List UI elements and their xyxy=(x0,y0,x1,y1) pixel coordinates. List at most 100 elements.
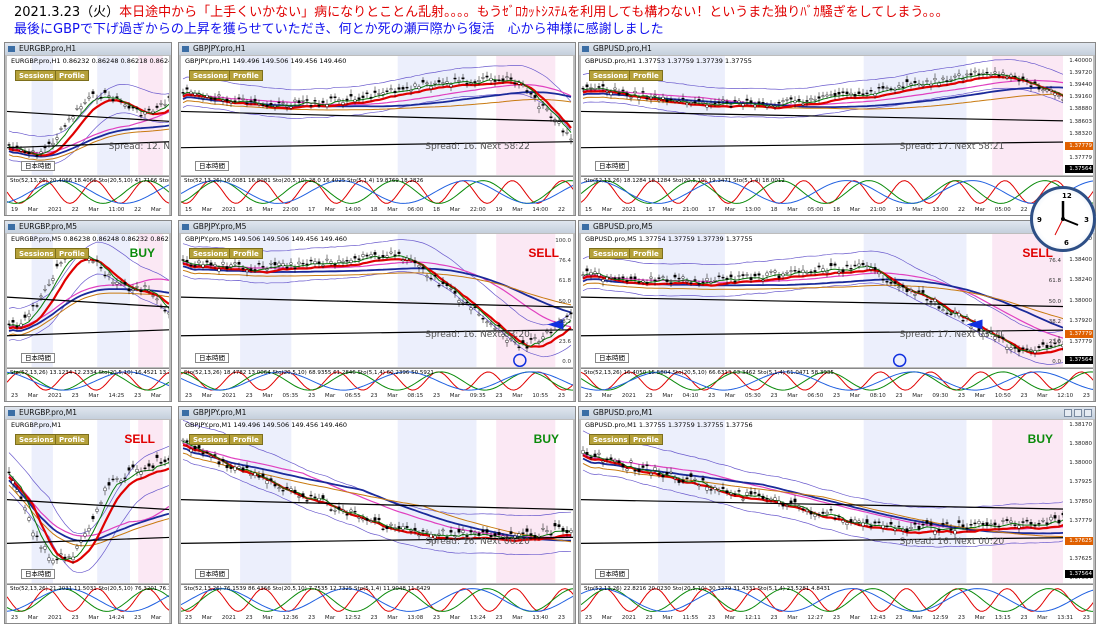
profile-button[interactable]: Profile xyxy=(229,70,263,81)
jp-time-label: 日本時間 xyxy=(195,569,229,579)
current-price-badge: 1.37564 xyxy=(1065,569,1093,578)
stochastic-panel[interactable]: Sto(52,13,26) 16.0081 16.8081 Sto(20,5,1… xyxy=(181,176,573,206)
sessions-button[interactable]: Sessions xyxy=(189,248,232,259)
jp-time-label: 日本時間 xyxy=(195,161,229,171)
stochastic-lines-svg xyxy=(181,180,573,204)
signal-label: BUY xyxy=(129,246,155,260)
price-tick: 1.38000 xyxy=(1069,297,1092,304)
time-axis: 19 Mar 2021 22 Mar 11:00 22 Mar 17:00 23… xyxy=(7,205,169,215)
stochastic-label: Sto(52,13,26) 20.4066 18.4066 Sto(20,5,1… xyxy=(10,178,169,184)
window-title-bar[interactable]: EURGBP.pro,M5 xyxy=(5,221,171,233)
stochastic-panel[interactable]: Sto(52,13,26) 13.1234 12.2334 Sto(20,5,1… xyxy=(7,368,169,392)
price-axis: 1.38170 1.38080 1.38000 1.37925 1.37850 1.377… xyxy=(1063,420,1093,583)
sessions-button[interactable]: Sessions xyxy=(589,434,632,445)
chart-window-3[interactable]: EURGBP.pro,M5 EURGBP.pro,M5 0.86238 0.862… xyxy=(4,220,172,402)
sessions-button[interactable]: Sessions xyxy=(589,248,632,259)
chart-window-2[interactable]: GBPUSD.pro,H1 GBPUSD.pro,H1 1.37753 1.377… xyxy=(578,42,1096,216)
sessions-button[interactable]: Sessions xyxy=(15,70,58,81)
stochastic-panel[interactable]: Sto(52,13,26) 20.4066 18.4066 Sto(20,5,1… xyxy=(7,176,169,206)
window-title-bar[interactable]: GBPUSD.pro,M5 xyxy=(579,221,1095,233)
maximize-icon[interactable] xyxy=(1074,409,1082,417)
chart-symbol-label: GBPUSD.pro,M5 1.37754 1.37759 1.37739 1.… xyxy=(585,235,753,243)
fib-level-label: 76.4 xyxy=(558,258,571,265)
price-chart-area[interactable]: GBPUSD.pro,M5 1.37754 1.37759 1.37739 1.… xyxy=(581,234,1093,367)
spread-countdown: Spread: 17. Next 03:21 xyxy=(899,329,1005,340)
window-title-bar[interactable]: GBPJPY.pro,H1 xyxy=(179,43,575,55)
price-series-svg xyxy=(581,56,1093,175)
price-tick: 1.38320 xyxy=(1069,130,1092,137)
close-icon[interactable] xyxy=(1084,409,1092,417)
price-chart-area[interactable]: EURGBP.pro,M1 Sessions Profile 日本時間 SELL xyxy=(7,420,169,583)
chart-window-0[interactable]: EURGBP.pro,H1 EURGBP.pro,H1 0.86232 0.862… xyxy=(4,42,172,216)
sessions-button[interactable]: Sessions xyxy=(189,434,232,445)
stochastic-panel[interactable]: Sto(52,13,26) 16.4050 15.5804 Sto(20,5,1… xyxy=(581,368,1093,392)
window-title: GBPJPY.pro,M1 xyxy=(193,408,247,417)
price-chart-area[interactable]: GBPJPY.pro,H1 149.496 149.506 149.456 14… xyxy=(181,56,573,175)
window-title-bar[interactable]: GBPJPY.pro,M5 xyxy=(179,221,575,233)
time-axis: 23 Mar 2021 23 Mar 14:25 23 Mar 14:50 xyxy=(7,391,169,401)
stochastic-lines-svg xyxy=(7,588,169,612)
clock-9: 9 xyxy=(1037,216,1042,224)
stochastic-panel[interactable]: Sto(52,13,26) 76.1539 86.4366 Sto(20,5,1… xyxy=(181,584,573,614)
profile-button[interactable]: Profile xyxy=(629,434,663,445)
window-title-bar[interactable]: EURGBP.pro,H1 xyxy=(5,43,171,55)
sessions-button[interactable]: Sessions xyxy=(15,434,58,445)
price-axis: 1.385601.384001.382401.380001.379201.377… xyxy=(1063,234,1093,367)
signal-label: BUY xyxy=(533,432,559,446)
profile-button[interactable]: Profile xyxy=(55,434,89,445)
window-title: GBPUSD.pro,M5 xyxy=(593,222,653,231)
stochastic-label: Sto(52,13,26) 21.2031 11.5031 Sto(20,5,1… xyxy=(10,586,169,592)
time-axis: 23 Mar 2021 23 Mar 05:35 23 Mar 06:55 23… xyxy=(181,391,573,401)
stochastic-label: Sto(52,13,26) 13.1234 12.2334 Sto(20,5,1… xyxy=(10,370,169,376)
price-chart-area[interactable]: GBPUSD.pro,H1 1.37753 1.37759 1.37739 1.… xyxy=(581,56,1093,175)
price-tick: 1.40000 xyxy=(1069,58,1092,64)
stochastic-label: Sto(52,13,26) 18.4782 13.0064 Sto(20,5,1… xyxy=(184,370,434,376)
sessions-button[interactable]: Sessions xyxy=(189,70,232,81)
profile-button[interactable]: Profile xyxy=(629,70,663,81)
chart-window-1[interactable]: GBPJPY.pro,H1 GBPJPY.pro,H1 149.496 149.5… xyxy=(178,42,576,216)
stochastic-lines-svg xyxy=(581,180,1093,204)
chart-window-icon xyxy=(8,410,15,416)
fib-level-label: 0.0 xyxy=(1052,359,1061,365)
stochastic-panel[interactable]: Sto(52,13,26) 18.4782 13.0064 Sto(20,5,1… xyxy=(181,368,573,392)
stochastic-panel[interactable]: Sto(52,13,26) 21.2031 11.5031 Sto(20,5,1… xyxy=(7,584,169,614)
jp-time-label: 日本時間 xyxy=(595,569,629,579)
stochastic-panel[interactable]: Sto(52,13,26) 18.1284 18.1284 Sto(20,5,1… xyxy=(581,176,1093,206)
fib-level-label: 23.6 xyxy=(558,338,571,345)
price-chart-area[interactable]: GBPJPY.pro,M5 149.506 149.506 149.456 14… xyxy=(181,234,573,367)
chart-window-8[interactable]: GBPUSD.pro,M1 GBPUSD.pro,M1 1.37755 1.377… xyxy=(578,406,1096,624)
chart-window-6[interactable]: EURGBP.pro,M1 EURGBP.pro,M1 Sessions Profil… xyxy=(4,406,172,624)
price-chart-area[interactable]: GBPJPY.pro,M1 149.496 149.506 149.456 14… xyxy=(181,420,573,583)
profile-button[interactable]: Profile xyxy=(629,248,663,259)
clock-hands-icon xyxy=(1054,201,1079,236)
spread-countdown: Spread: 16. Next 00:20 xyxy=(899,537,1005,548)
profile-button[interactable]: Profile xyxy=(55,70,89,81)
minimize-icon[interactable] xyxy=(1064,409,1072,417)
sessions-button[interactable]: Sessions xyxy=(15,248,58,259)
price-chart-area[interactable]: GBPUSD.pro,M1 1.37755 1.37759 1.37755 1.… xyxy=(581,420,1093,583)
profile-button[interactable]: Profile xyxy=(55,248,89,259)
price-tick: 1.37779 xyxy=(1069,517,1092,524)
window-title-bar[interactable]: GBPUSD.pro,H1 xyxy=(579,43,1095,55)
price-tick: 1.37625 xyxy=(1069,555,1092,562)
price-chart-area[interactable]: EURGBP.pro,M5 0.86238 0.86248 0.86232 0.… xyxy=(7,234,169,367)
stochastic-lines-svg xyxy=(581,371,1093,391)
window-title-bar[interactable]: GBPUSD.pro,M1 xyxy=(579,407,1095,419)
chart-window-icon xyxy=(8,46,15,52)
time-axis: 15 Mar 2021 16 Mar 21:00 17 Mar 13:00 18… xyxy=(581,205,1093,215)
profile-button[interactable]: Profile xyxy=(229,434,263,445)
chart-window-icon xyxy=(8,224,15,230)
chart-window-4[interactable]: GBPJPY.pro,M5 GBPJPY.pro,M5 149.506 149.5… xyxy=(178,220,576,402)
fib-level-label: 38.2 xyxy=(558,318,571,325)
price-chart-area[interactable]: EURGBP.pro,H1 0.86232 0.86248 0.86218 0.… xyxy=(7,56,169,175)
time-axis: 23 Mar 2021 23 Mar 11:55 23 Mar 12:11 23… xyxy=(581,613,1093,623)
chart-window-7[interactable]: GBPJPY.pro,M1 GBPJPY.pro,M1 149.496 149.5… xyxy=(178,406,576,624)
chart-window-5[interactable]: GBPUSD.pro,M5 GBPUSD.pro,M5 1.37754 1.377… xyxy=(578,220,1096,402)
stochastic-panel[interactable]: Sto(52,13,26) 22.8216 20.0230 Sto(20,5,1… xyxy=(581,584,1093,614)
price-tick: 1.37925 xyxy=(1069,479,1092,486)
window-title-bar[interactable]: EURGBP.pro,M1 xyxy=(5,407,171,419)
profile-button[interactable]: Profile xyxy=(229,248,263,259)
sessions-button[interactable]: Sessions xyxy=(589,70,632,81)
window-title-bar[interactable]: GBPJPY.pro,M1 xyxy=(179,407,575,419)
price-tick: 1.38240 xyxy=(1069,277,1092,283)
